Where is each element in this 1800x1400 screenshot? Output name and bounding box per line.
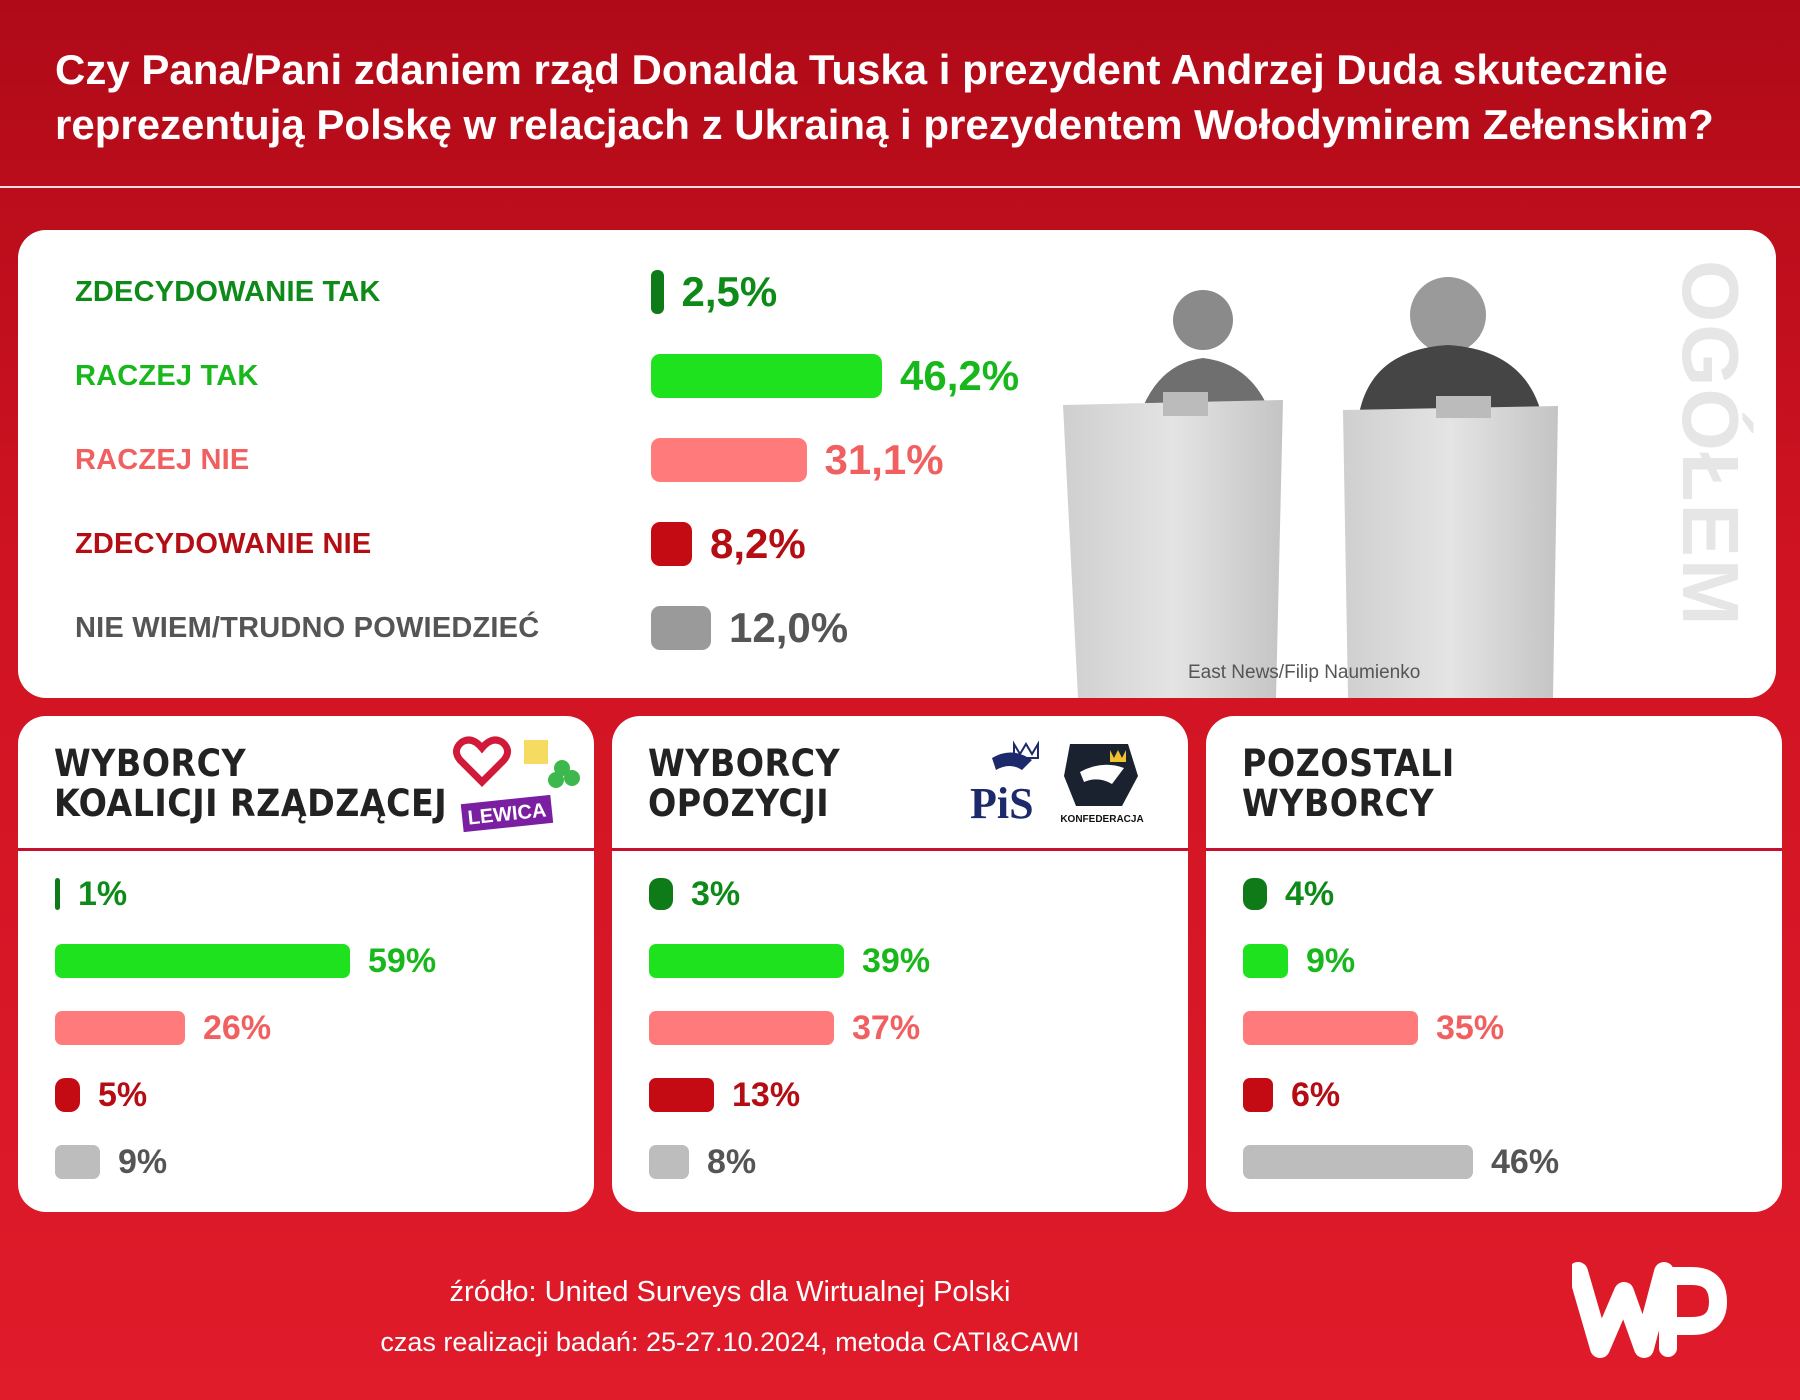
value-label: 59%: [368, 942, 437, 980]
bar: [649, 1011, 834, 1045]
bar: [1243, 1011, 1418, 1045]
bar: [651, 606, 711, 650]
value-label: 9%: [118, 1143, 168, 1181]
coalition-logos: LEWICA: [453, 736, 580, 832]
value-label: 5%: [98, 1076, 148, 1114]
title-line-2: reprezentują Polskę w relacjach z Ukrain…: [55, 101, 1714, 148]
panel-title-line-2: KOALICJI RZĄDZĄCEJ: [54, 782, 448, 825]
panel-divider: [1206, 848, 1782, 851]
overall-panel: ZDECYDOWANIE TAK RACZEJ TAK RACZEJ NIE ZDEC…: [18, 230, 1776, 698]
bar: [55, 1011, 185, 1045]
panel-title: WYBORCY KOALICJI RZĄDZĄCEJ: [54, 744, 447, 824]
value-label: 26%: [203, 1009, 272, 1047]
bar: [1243, 878, 1267, 910]
bar: [55, 944, 350, 978]
chart-title: Czy Pana/Pani zdaniem rząd Donalda Tuska…: [55, 42, 1755, 152]
panel-divider: [612, 848, 1188, 851]
value-label: 37%: [852, 1009, 921, 1047]
bar: [651, 438, 807, 482]
value-label: 8%: [707, 1143, 757, 1181]
category-label: RACZEJ TAK: [75, 360, 259, 392]
value-label: 9%: [1306, 942, 1356, 980]
bar: [55, 1078, 80, 1112]
value-label: 13%: [732, 1076, 801, 1114]
bar: [651, 522, 692, 566]
coalition-voters-panel: WYBORCY KOALICJI RZĄDZĄCEJ LEWICA 1% 59% 2…: [18, 716, 594, 1212]
panel-title: WYBORCY OPOZYCJI: [648, 744, 840, 824]
value-label: 4%: [1285, 875, 1335, 913]
opposition-voters-panel: WYBORCY OPOZYCJI PiS KONFEDERACJA 3% 39% 3…: [612, 716, 1188, 1212]
value-label: 46,2%: [900, 352, 1020, 399]
value-label: 46%: [1491, 1143, 1560, 1181]
bar: [1243, 1078, 1273, 1112]
crown-icon: [1013, 740, 1039, 759]
category-label: ZDECYDOWANIE TAK: [75, 276, 381, 308]
konfederacja-logo-text: KONFEDERACJA: [1060, 814, 1143, 825]
clover-icon: [554, 760, 570, 776]
title-line-1: Czy Pana/Pani zdaniem rząd Donalda Tuska…: [55, 46, 1668, 93]
panel-title-line-1: WYBORCY: [54, 742, 247, 785]
value-label: 39%: [862, 942, 931, 980]
category-label: ZDECYDOWANIE NIE: [75, 528, 372, 560]
value-label: 1%: [78, 875, 128, 913]
title-divider: [0, 186, 1800, 188]
value-label: 8,2%: [710, 520, 806, 567]
bar: [55, 878, 60, 910]
panel-title-line-2: OPOZYCJI: [648, 782, 830, 825]
bar: [1243, 1145, 1473, 1179]
survey-period-line: czas realizacji badań: 25-27.10.2024, me…: [380, 1327, 1080, 1357]
photo-credit: East News/Filip Naumienko: [1188, 662, 1421, 683]
eagle-icon: [992, 752, 1032, 770]
value-label: 35%: [1436, 1009, 1505, 1047]
panel-title-line-1: POZOSTALI: [1242, 742, 1455, 785]
bar: [55, 1145, 100, 1179]
panel-title-line-1: WYBORCY: [648, 742, 841, 785]
bar: [651, 270, 664, 314]
bar: [651, 354, 882, 398]
value-label: 31,1%: [824, 436, 944, 483]
panel-divider: [18, 848, 594, 851]
value-label: 2,5%: [681, 268, 778, 315]
panel-title-line-2: WYBORCY: [1242, 782, 1435, 825]
category-label: RACZEJ NIE: [75, 444, 250, 476]
opposition-logos: PiS KONFEDERACJA: [970, 740, 1144, 828]
value-label: 12,0%: [729, 604, 849, 651]
third-way-logo: [524, 740, 548, 764]
category-label: NIE WIEM/TRUDNO POWIEDZIEĆ: [75, 612, 540, 644]
politicians-photo: [1063, 277, 1558, 698]
other-voters-panel: POZOSTALI WYBORCY 4% 9% 35% 6% 46%: [1206, 716, 1782, 1212]
bar: [649, 1145, 689, 1179]
heart-icon: [453, 736, 511, 787]
pis-logo-text: PiS: [970, 779, 1034, 828]
bar: [649, 944, 844, 978]
bar: [649, 1078, 714, 1112]
value-label: 3%: [691, 875, 741, 913]
panel-title: POZOSTALI WYBORCY: [1242, 744, 1455, 824]
bar: [649, 878, 673, 910]
wp-logo: [1572, 1262, 1727, 1358]
bar: [1243, 944, 1288, 978]
value-label: 6%: [1291, 1076, 1341, 1114]
source-line: źródło: United Surveys dla Wirtualnej Po…: [449, 1276, 1011, 1308]
overall-label: OGÓŁEM: [1666, 260, 1755, 628]
